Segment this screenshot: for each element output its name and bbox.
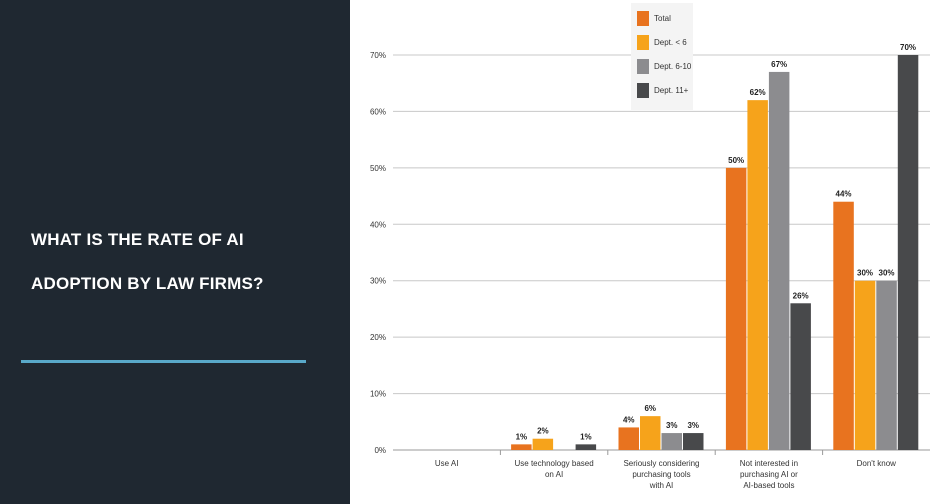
data-label: 1%: [580, 432, 592, 441]
legend-label: Dept. < 6: [654, 38, 687, 47]
bar: [575, 444, 597, 450]
data-label: 67%: [771, 60, 787, 69]
data-label: 3%: [687, 421, 699, 430]
legend-label: Dept. 6-10: [654, 62, 692, 71]
bar: [532, 438, 554, 450]
bar: [511, 444, 532, 450]
data-label: 62%: [750, 88, 766, 97]
bar-chart: 0% 10% 20% 30% 40% 50% 60% 70% Use AI 1% 2% 1% Use t…: [370, 3, 930, 490]
bar: [790, 303, 811, 450]
legend-label: Total: [654, 14, 671, 23]
title-underline: [21, 360, 306, 363]
slide-title: WHAT IS THE RATE OF AI ADOPTION BY LAW F…: [31, 230, 264, 293]
y-tick-label: 10%: [370, 390, 386, 399]
data-label: 50%: [728, 156, 744, 165]
category-label: Seriously considering: [623, 459, 699, 468]
legend-swatch: [637, 59, 649, 74]
y-tick-label: 50%: [370, 164, 386, 173]
bar: [833, 201, 854, 450]
legend-swatch: [637, 35, 649, 50]
data-label: 70%: [900, 43, 916, 52]
y-tick-label: 0%: [374, 446, 386, 455]
data-label: 2%: [537, 427, 549, 436]
category-label: purchasing AI or: [740, 470, 798, 479]
bar: [897, 55, 919, 450]
bar: [683, 433, 704, 450]
bar: [768, 71, 790, 450]
bar: [618, 427, 639, 450]
bar: [876, 280, 897, 450]
y-tick-label: 30%: [370, 277, 386, 286]
category-label: AI-based tools: [743, 481, 794, 490]
data-label: 3%: [666, 421, 678, 430]
bar: [747, 100, 768, 451]
data-label: 30%: [879, 269, 895, 278]
category-label: Use technology based: [515, 459, 594, 468]
y-tick-label: 20%: [370, 333, 386, 342]
data-label: 1%: [516, 432, 528, 441]
data-label: 30%: [857, 269, 873, 278]
bar: [854, 280, 876, 450]
legend-label: Dept. 11+: [654, 86, 689, 95]
chart-area: 0% 10% 20% 30% 40% 50% 60% 70% Use AI 1% 2% 1% Use t…: [350, 0, 937, 504]
data-label: 26%: [793, 291, 809, 300]
category-label: Use AI: [435, 459, 459, 468]
category-label: with AI: [649, 481, 674, 490]
data-label: 4%: [623, 415, 635, 424]
y-tick-label: 60%: [370, 107, 386, 116]
category-label: purchasing tools: [632, 470, 690, 479]
bar: [640, 416, 661, 450]
legend-swatch: [637, 83, 649, 98]
y-tick-label: 70%: [370, 51, 386, 60]
y-tick-label: 40%: [370, 220, 386, 229]
data-label: 44%: [836, 190, 852, 199]
category-label: Not interested in: [740, 459, 798, 468]
bar: [661, 433, 682, 450]
title-panel: WHAT IS THE RATE OF AI ADOPTION BY LAW F…: [0, 0, 350, 504]
category-label: on AI: [545, 470, 563, 479]
bar: [725, 167, 747, 450]
legend-swatch: [637, 11, 649, 26]
data-label: 6%: [644, 404, 656, 413]
category-label: Don't know: [857, 459, 897, 468]
